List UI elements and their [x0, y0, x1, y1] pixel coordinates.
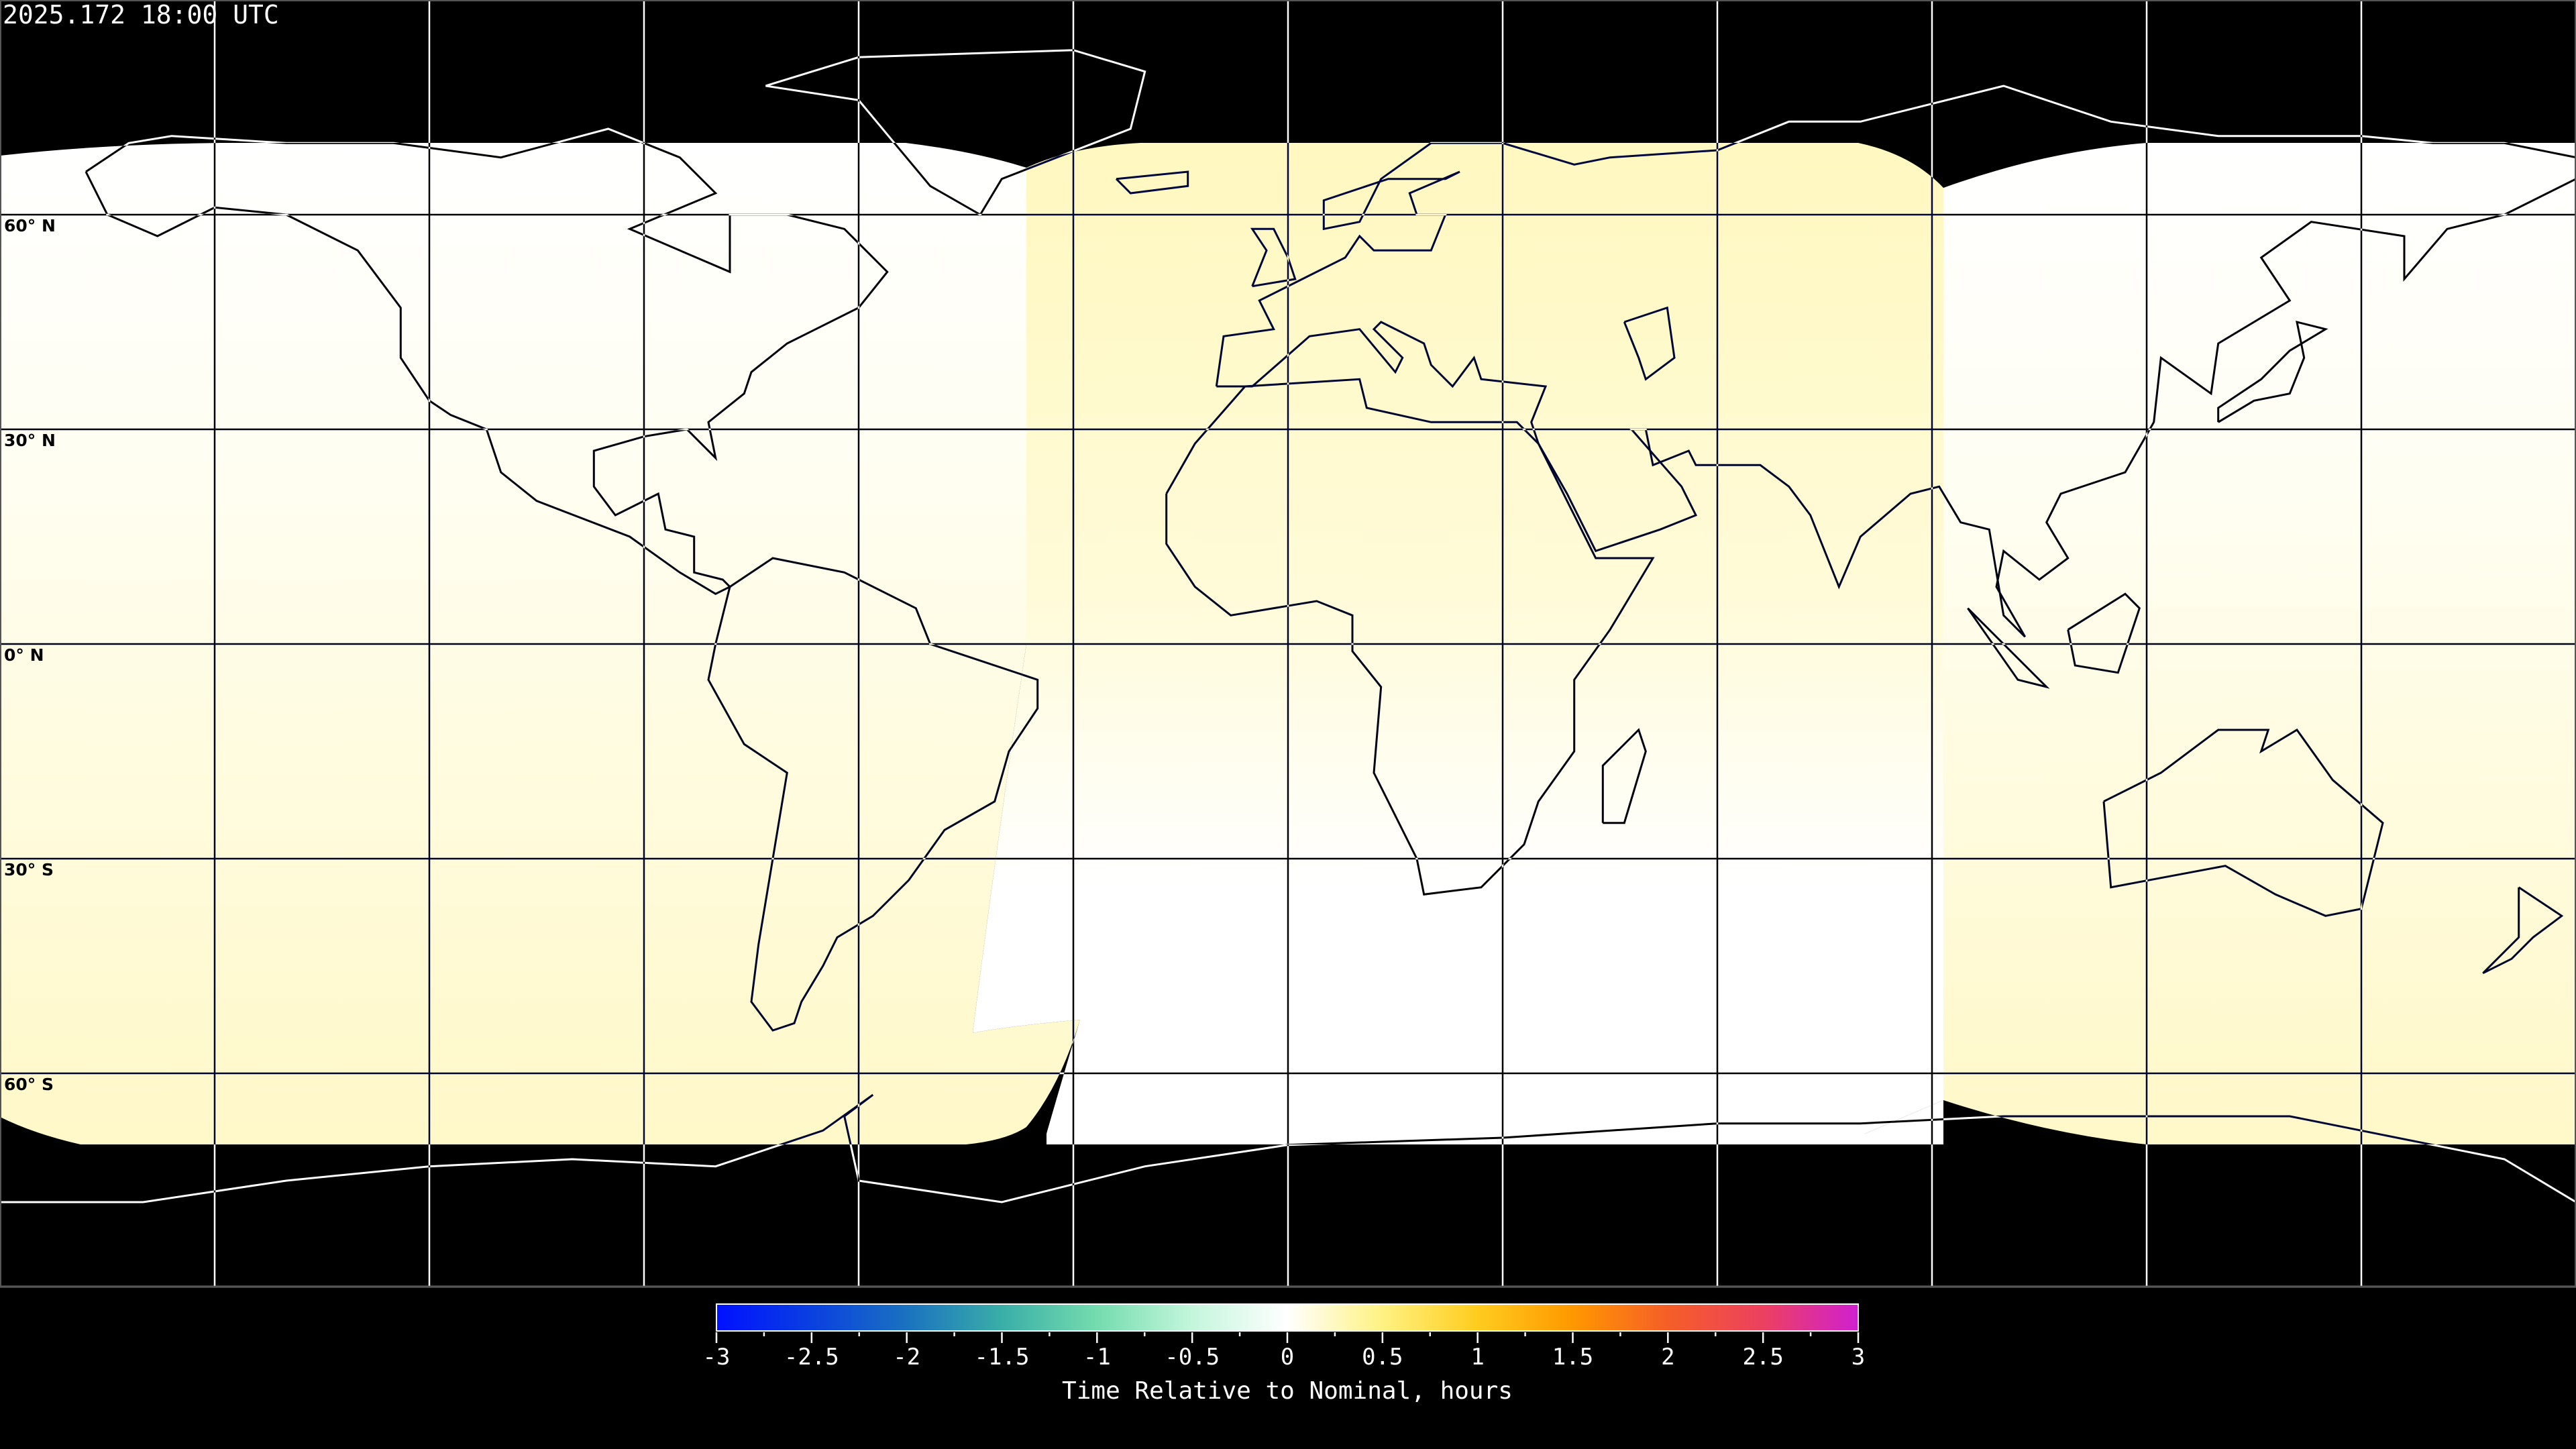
colorbar-tick-label: -1 [1083, 1344, 1111, 1371]
coastline-japan [2217, 320, 2328, 423]
colorbar-label: Time Relative to Nominal, hours [1062, 1377, 1513, 1405]
lat-label-60n: 60° N [4, 216, 56, 235]
latitude-labels: 60° N 30° N 0° N 30° S 60° S [4, 216, 56, 1094]
lat-label-30s: 30° S [4, 860, 54, 879]
lat-label-0n: 0° N [4, 645, 44, 665]
colorbar-tick-label: 1 [1470, 1344, 1484, 1371]
colorbar-tick-label: -2.5 [784, 1344, 839, 1371]
lat-label-60s: 60° S [4, 1075, 54, 1094]
lat-label-30n: 30° N [4, 431, 56, 450]
colorbar-tick-labels: -3 -2.5 -2 -1.5 -1 -0.5 0 0.5 1 1.5 2 2.5 3 [703, 1344, 1866, 1371]
coastline-eurasia [1215, 85, 2576, 638]
coastline-iceland [1115, 170, 1189, 195]
timestamp-title: 2025.172 18:00 UTC [3, 0, 279, 30]
coastline-caspian-sea [1623, 306, 1676, 381]
colorbar: -3 -2.5 -2 -1.5 -1 -0.5 0 0.5 1 1.5 2 2.5 3 Time Rel… [703, 1303, 1866, 1405]
colorbar-tick-label: 1.5 [1552, 1344, 1593, 1371]
coastline-madagascar [1601, 728, 1647, 824]
coastline-great-britain [1250, 227, 1297, 288]
colorbar-tick-label: 0.5 [1362, 1344, 1403, 1371]
colorbar-tick-label: -0.5 [1165, 1344, 1220, 1371]
coastline-australia [2102, 729, 2384, 917]
colorbar-ticks [715, 1332, 1860, 1343]
coastline-south-america [707, 557, 1039, 1032]
coastline-borneo [2067, 592, 2141, 674]
coastline-africa [1165, 378, 1655, 896]
colorbar-tick-label: -1.5 [975, 1344, 1030, 1371]
colorbar-tick-label: 2.5 [1742, 1344, 1783, 1371]
map-frame [0, 0, 2576, 1287]
coverage-central [973, 143, 1943, 1134]
coastline-new-zealand [2482, 886, 2564, 975]
colorbar-tick-label: 2 [1661, 1344, 1674, 1371]
colorbar-tick-label: -2 [893, 1344, 920, 1371]
colorbar-tick-label: -3 [703, 1344, 731, 1371]
graticule [0, 0, 2576, 1287]
coastline-greenland [765, 49, 1146, 217]
colorbar-scale [716, 1303, 1859, 1332]
colorbar-tick-label: 0 [1281, 1344, 1294, 1371]
colorbar-tick-label: 3 [1851, 1344, 1865, 1371]
coverage-central-lower [1046, 1100, 1943, 1144]
